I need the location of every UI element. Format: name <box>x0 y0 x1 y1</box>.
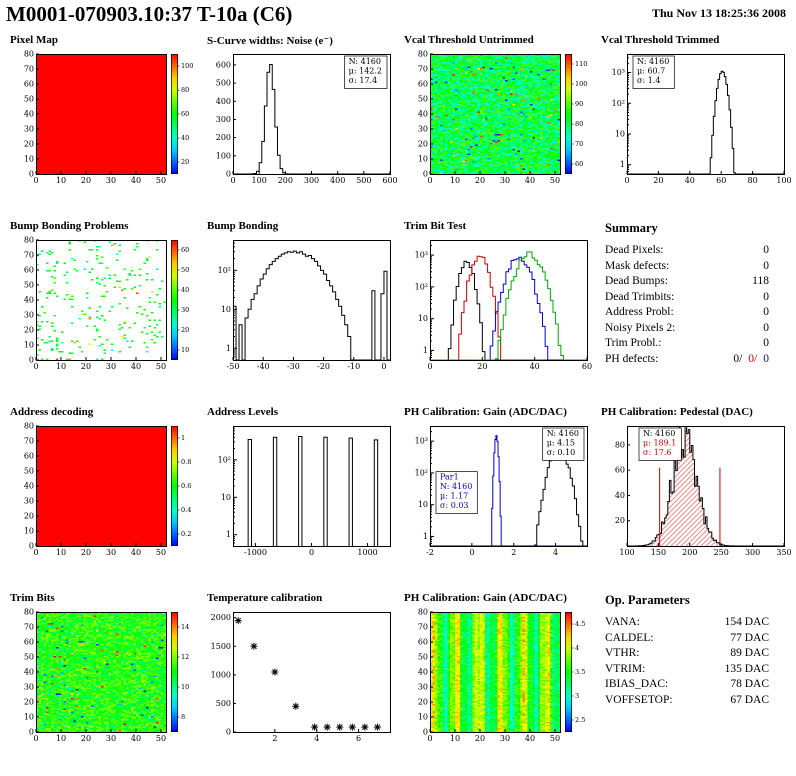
summary-value: 0 <box>763 244 769 256</box>
op-param-value: 154 DAC <box>724 616 769 628</box>
ph-gain-map-plot <box>404 607 596 747</box>
summary-row: Dead Trimbits: 0 <box>605 290 769 306</box>
page-title: M0001-070903.10:37 T-10a (C6) <box>6 2 293 26</box>
op-param-label: CALDEL: <box>605 631 654 644</box>
panel-pixel-map: Pixel Map <box>6 32 203 218</box>
panel-vcal-trimmed: Vcal Threshold Trimmed <box>597 32 794 218</box>
summary-value: 0 <box>763 337 769 349</box>
summary-value: 0 <box>763 321 769 334</box>
ph-defects-value-2: 0/ <box>748 352 758 365</box>
plot-title: Trim Bits <box>10 592 55 604</box>
summary-row-ph-defects: PH defects: 0/0/0 <box>605 352 769 368</box>
plot-title: PH Calibration: Gain (ADC/DAC) <box>404 592 567 604</box>
panel-bump-bonding: Bump Bonding <box>203 218 400 404</box>
scurve-noise-plot <box>207 49 399 189</box>
op-parameters-title: Op. Parameters <box>605 593 690 607</box>
summary-row: Dead Pixels: 0 <box>605 243 769 259</box>
op-param-value: 67 DAC <box>730 693 769 706</box>
op-param-row: VANA: 154 DAC <box>605 615 769 631</box>
op-param-label: VTHR: <box>605 647 640 659</box>
trim-bit-test-plot <box>404 235 596 375</box>
panel-ph-gain-hist: PH Calibration: Gain (ADC/DAC) <box>400 404 597 590</box>
ph-defects-value-1: 0/ <box>733 352 743 365</box>
summary-label: Address Probl: <box>605 306 674 318</box>
ph-defects-value-3: 0 <box>763 352 769 365</box>
vcal-trimmed-plot <box>601 49 793 189</box>
panel-scurve-noise: S-Curve widths: Noise (e⁻) <box>203 32 400 218</box>
panel-bump-problems: Bump Bonding Problems <box>6 218 203 404</box>
plot-title: Address Levels <box>207 406 278 418</box>
summary-row: Dead Bumps: 118 <box>605 274 769 290</box>
plot-title: Bump Bonding <box>207 220 279 232</box>
plot-title: Vcal Threshold Trimmed <box>601 34 720 46</box>
summary-title: Summary <box>605 221 658 235</box>
op-param-value: 78 DAC <box>730 678 769 690</box>
op-param-row: CALDEL: 77 DAC <box>605 631 769 647</box>
op-param-value: 77 DAC <box>730 631 769 644</box>
op-param-row: VTRIM: 135 DAC <box>605 662 769 678</box>
summary-value: 0 <box>763 259 769 272</box>
ph-gain-hist-plot <box>404 421 596 561</box>
summary-row: Address Probl: 0 <box>605 305 769 321</box>
summary-label: Trim Probl.: <box>605 337 662 349</box>
plot-title: PH Calibration: Gain (ADC/DAC) <box>404 406 567 418</box>
bump-bonding-plot <box>207 235 399 375</box>
panel-address-levels: Address Levels <box>203 404 400 590</box>
panel-summary: Summary Dead Pixels: 0 Mask defects: 0 Dea… <box>601 218 769 404</box>
ph-pedestal-plot <box>601 421 793 561</box>
address-levels-plot <box>207 421 399 561</box>
plot-title: Vcal Threshold Untrimmed <box>404 34 534 46</box>
panel-op-parameters: Op. Parameters VANA: 154 DAC CALDEL: 77 DA… <box>601 590 769 776</box>
summary-label: Mask defects: <box>605 259 670 272</box>
op-param-value: 89 DAC <box>730 647 769 659</box>
plot-grid: Pixel Map S-Curve widths: Noise (e⁻) Vca… <box>0 32 796 776</box>
op-param-label: VANA: <box>605 616 640 628</box>
panel-ph-gain-map: PH Calibration: Gain (ADC/DAC) <box>400 590 597 776</box>
summary-value: 0 <box>763 306 769 318</box>
plot-title: S-Curve widths: Noise (e⁻) <box>207 35 333 47</box>
panel-temp-calibration: Temperature calibration <box>203 590 400 776</box>
op-param-row: IBIAS_DAC: 78 DAC <box>605 677 769 693</box>
address-decoding-plot <box>10 421 202 561</box>
plot-title: PH Calibration: Pedestal (DAC) <box>601 406 753 418</box>
trim-bits-plot <box>10 607 202 747</box>
summary-label: Dead Pixels: <box>605 244 664 256</box>
op-param-label: VOFFSETOP: <box>605 693 673 706</box>
summary-label: Dead Bumps: <box>605 275 668 287</box>
summary-label: Noisy Pixels 2: <box>605 321 676 334</box>
summary-row: Mask defects: 0 <box>605 259 769 275</box>
panel-trim-bits: Trim Bits <box>6 590 203 776</box>
summary-value: 118 <box>752 275 769 287</box>
summary-label: Dead Trimbits: <box>605 290 675 303</box>
timestamp: Thu Nov 13 18:25:36 2008 <box>651 6 786 20</box>
summary-row: Noisy Pixels 2: 0 <box>605 321 769 337</box>
vcal-untrimmed-plot <box>404 49 596 189</box>
summary-label: PH defects: <box>605 352 659 365</box>
pixel-map-plot <box>10 49 202 189</box>
plot-title: Pixel Map <box>10 34 58 46</box>
panel-vcal-untrimmed: Vcal Threshold Untrimmed <box>400 32 597 218</box>
panel-trim-bit-test: Trim Bit Test <box>400 218 597 404</box>
op-param-row: VTHR: 89 DAC <box>605 646 769 662</box>
ph-defects-values: 0/0/0 <box>727 352 769 368</box>
plot-title: Address decoding <box>10 406 94 418</box>
summary-value: 0 <box>763 290 769 303</box>
op-param-value: 135 DAC <box>724 662 769 675</box>
panel-address-decoding: Address decoding <box>6 404 203 590</box>
panel-ph-pedestal: PH Calibration: Pedestal (DAC) <box>597 404 794 590</box>
plot-title: Trim Bit Test <box>404 220 467 232</box>
bump-problems-plot <box>10 235 202 375</box>
summary-row: Trim Probl.: 0 <box>605 336 769 352</box>
plot-title: Temperature calibration <box>207 592 323 604</box>
op-param-row: VOFFSETOP: 67 DAC <box>605 693 769 709</box>
op-param-label: VTRIM: <box>605 662 646 675</box>
plot-title: Bump Bonding Problems <box>10 220 129 232</box>
op-param-label: IBIAS_DAC: <box>605 678 669 690</box>
page-header: M0001-070903.10:37 T-10a (C6) Thu Nov 13… <box>0 0 796 32</box>
temp-calibration-plot <box>207 607 399 747</box>
